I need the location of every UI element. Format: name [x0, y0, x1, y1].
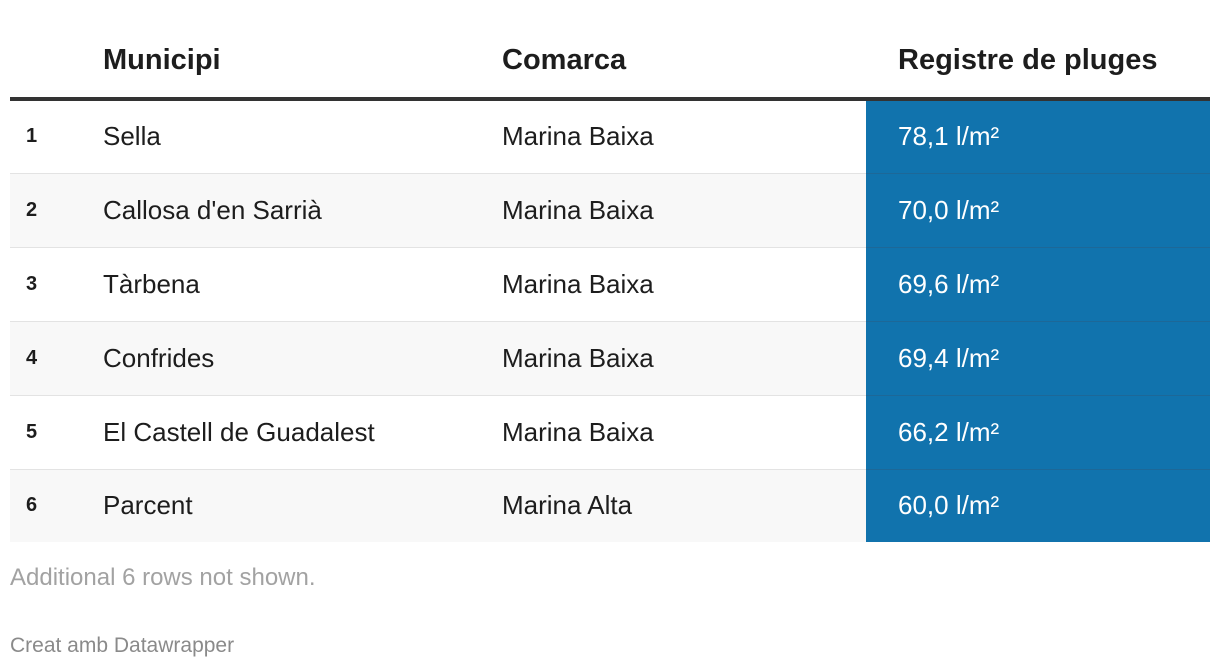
municipi-cell: El Castell de Guadalest	[103, 395, 502, 470]
header-rank	[10, 0, 103, 101]
rank-cell: 5	[10, 395, 103, 470]
rows-not-shown-note: Additional 6 rows not shown.	[10, 564, 316, 591]
table-row: 5 El Castell de Guadalest Marina Baixa 66,2…	[10, 395, 1210, 470]
registre-cell: 69,4 l/m²	[866, 321, 1210, 396]
registre-cell: 60,0 l/m²	[866, 469, 1210, 542]
rank-cell: 6	[10, 469, 103, 542]
header-comarca[interactable]: Comarca	[502, 0, 866, 101]
comarca-cell: Marina Alta	[502, 469, 866, 542]
rank-cell: 4	[10, 321, 103, 396]
table-row: 3 Tàrbena Marina Baixa 69,6 l/m²	[10, 247, 1210, 322]
comarca-cell: Marina Baixa	[502, 173, 866, 248]
municipi-cell: Tàrbena	[103, 247, 502, 322]
table-row: 6 Parcent Marina Alta 60,0 l/m²	[10, 469, 1210, 542]
municipi-cell: Callosa d'en Sarrià	[103, 173, 502, 248]
header-row: Municipi Comarca Registre de pluges	[10, 0, 1210, 101]
registre-cell: 70,0 l/m²	[866, 173, 1210, 248]
municipi-cell: Parcent	[103, 469, 502, 542]
rank-cell: 1	[10, 99, 103, 174]
datawrapper-credit[interactable]: Creat amb Datawrapper	[10, 634, 235, 657]
rank-cell: 2	[10, 173, 103, 248]
comarca-cell: Marina Baixa	[502, 247, 866, 322]
registre-cell: 66,2 l/m²	[866, 395, 1210, 470]
municipi-cell: Confrides	[103, 321, 502, 396]
table-row: 4 Confrides Marina Baixa 69,4 l/m²	[10, 321, 1210, 396]
table-row: 2 Callosa d'en Sarrià Marina Baixa 70,0 l/m…	[10, 173, 1210, 248]
comarca-cell: Marina Baixa	[502, 321, 866, 396]
comarca-cell: Marina Baixa	[502, 99, 866, 174]
rainfall-table: Municipi Comarca Registre de pluges 1 Sel…	[10, 0, 1210, 542]
header-registre[interactable]: Registre de pluges	[866, 0, 1210, 101]
registre-cell: 69,6 l/m²	[866, 247, 1210, 322]
registre-cell: 78,1 l/m²	[866, 99, 1210, 174]
data-table-container: Municipi Comarca Registre de pluges 1 Sel…	[10, 0, 1210, 542]
comarca-cell: Marina Baixa	[502, 395, 866, 470]
table-header: Municipi Comarca Registre de pluges	[10, 0, 1210, 101]
header-municipi[interactable]: Municipi	[103, 0, 502, 101]
municipi-cell: Sella	[103, 99, 502, 174]
table-row: 1 Sella Marina Baixa 78,1 l/m²	[10, 99, 1210, 174]
rank-cell: 3	[10, 247, 103, 322]
table-body: 1 Sella Marina Baixa 78,1 l/m² 2 Callosa d'en…	[10, 99, 1210, 542]
